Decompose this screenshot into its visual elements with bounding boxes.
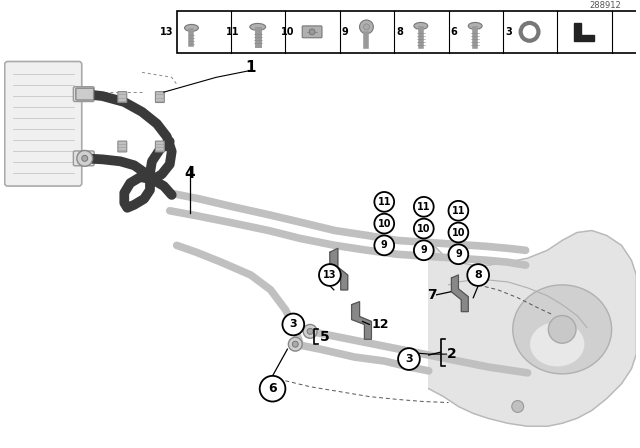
Text: 9: 9 [420, 246, 427, 255]
Text: 11: 11 [417, 202, 431, 212]
Ellipse shape [250, 23, 266, 30]
Ellipse shape [414, 22, 428, 30]
Text: 13: 13 [323, 270, 337, 280]
Ellipse shape [513, 285, 612, 374]
FancyBboxPatch shape [156, 92, 164, 103]
FancyBboxPatch shape [177, 11, 640, 52]
Circle shape [449, 244, 468, 264]
Circle shape [77, 151, 93, 166]
Circle shape [467, 264, 489, 286]
Circle shape [414, 241, 434, 260]
Circle shape [292, 341, 298, 347]
Ellipse shape [184, 25, 198, 31]
Text: 8: 8 [474, 270, 482, 280]
Text: 9: 9 [455, 249, 462, 259]
Circle shape [374, 192, 394, 212]
Text: 5: 5 [320, 330, 330, 344]
Circle shape [289, 337, 302, 351]
Circle shape [360, 20, 373, 34]
Text: 3: 3 [289, 319, 297, 329]
Circle shape [414, 197, 434, 217]
Text: 3: 3 [405, 354, 413, 364]
Circle shape [319, 264, 340, 286]
Circle shape [512, 401, 524, 413]
Polygon shape [574, 23, 594, 41]
Text: 6: 6 [268, 382, 277, 395]
Text: 2: 2 [447, 347, 456, 361]
Circle shape [309, 29, 315, 35]
Circle shape [521, 23, 538, 41]
Polygon shape [451, 275, 468, 312]
Circle shape [548, 315, 576, 343]
Text: 8: 8 [396, 27, 403, 37]
Circle shape [414, 219, 434, 238]
Circle shape [374, 236, 394, 255]
FancyBboxPatch shape [156, 141, 164, 152]
FancyBboxPatch shape [74, 87, 94, 102]
Text: 12: 12 [371, 318, 389, 331]
Text: 9: 9 [342, 27, 349, 37]
Ellipse shape [530, 322, 584, 366]
Text: 11: 11 [227, 27, 240, 37]
Polygon shape [351, 302, 371, 339]
Text: 288912: 288912 [589, 1, 621, 10]
Text: 10: 10 [417, 224, 431, 233]
Circle shape [449, 223, 468, 242]
Circle shape [374, 214, 394, 233]
Circle shape [449, 201, 468, 221]
Ellipse shape [468, 22, 482, 30]
Circle shape [260, 376, 285, 401]
FancyBboxPatch shape [4, 61, 82, 186]
FancyBboxPatch shape [74, 151, 94, 166]
Text: 10: 10 [452, 228, 465, 237]
Text: 11: 11 [452, 206, 465, 216]
Circle shape [303, 324, 317, 338]
Text: 4: 4 [184, 166, 195, 181]
Text: 11: 11 [378, 197, 391, 207]
FancyBboxPatch shape [302, 26, 322, 38]
Text: 13: 13 [160, 27, 173, 37]
FancyBboxPatch shape [118, 92, 127, 103]
Circle shape [282, 314, 304, 335]
Circle shape [398, 348, 420, 370]
FancyBboxPatch shape [118, 141, 127, 152]
FancyBboxPatch shape [76, 88, 93, 100]
Polygon shape [429, 231, 636, 426]
Circle shape [364, 24, 369, 30]
Text: 6: 6 [451, 27, 458, 37]
Text: 10: 10 [281, 27, 294, 37]
Text: 3: 3 [505, 27, 512, 37]
Text: 9: 9 [381, 241, 388, 250]
Text: 7: 7 [427, 288, 436, 302]
Circle shape [307, 328, 313, 334]
Text: 10: 10 [378, 219, 391, 228]
Circle shape [82, 155, 88, 161]
Polygon shape [330, 248, 348, 290]
Text: 1: 1 [246, 60, 256, 75]
